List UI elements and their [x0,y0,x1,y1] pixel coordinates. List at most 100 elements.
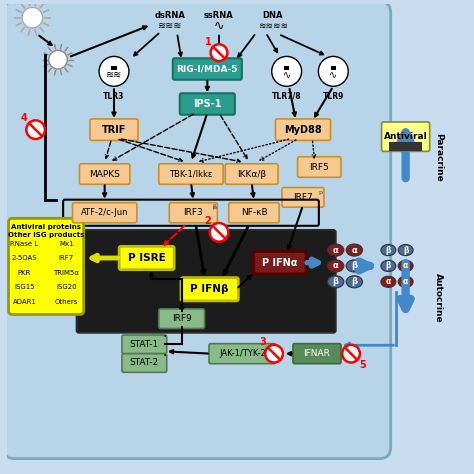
Text: Other ISG products: Other ISG products [8,232,84,237]
Text: IRF7: IRF7 [59,255,74,262]
Text: DNA: DNA [263,11,283,20]
FancyBboxPatch shape [73,203,137,223]
FancyBboxPatch shape [282,188,324,207]
Text: α: α [403,277,408,286]
Text: IRF5: IRF5 [310,163,329,172]
Text: ssRNA: ssRNA [204,11,234,20]
FancyBboxPatch shape [169,203,218,223]
Text: β: β [386,246,391,255]
Circle shape [22,8,43,28]
FancyBboxPatch shape [275,119,330,140]
Text: 2-5OAS: 2-5OAS [11,255,37,262]
Text: ATF-2/c-Jun: ATF-2/c-Jun [81,208,128,217]
Text: β: β [333,277,338,286]
Text: 4: 4 [20,113,27,123]
Text: β: β [351,277,357,286]
Text: ∿: ∿ [214,19,224,33]
FancyBboxPatch shape [209,344,276,364]
Circle shape [319,56,348,86]
Text: α: α [386,277,391,286]
Text: dsRNA: dsRNA [155,11,185,20]
Text: PKR: PKR [18,270,31,276]
FancyBboxPatch shape [225,164,278,184]
Text: TRIF: TRIF [102,125,126,135]
Text: IRF7: IRF7 [293,193,313,202]
FancyBboxPatch shape [159,164,223,184]
Text: P IFNα: P IFNα [262,258,297,268]
Circle shape [99,56,129,86]
FancyBboxPatch shape [293,344,341,364]
Text: ISG15: ISG15 [14,284,35,291]
Text: TRIM5α: TRIM5α [54,270,80,276]
Text: β: β [386,262,391,271]
Circle shape [210,44,228,61]
Text: MyD88: MyD88 [284,125,322,135]
Text: P IFNβ: P IFNβ [191,284,229,294]
Text: IKKα/β: IKKα/β [237,170,266,179]
Ellipse shape [381,276,396,287]
FancyBboxPatch shape [229,203,279,223]
Text: 3: 3 [259,337,266,347]
Circle shape [49,50,67,69]
Circle shape [342,345,360,363]
FancyBboxPatch shape [9,219,84,314]
Text: ≋≋≋: ≋≋≋ [158,21,182,31]
Text: α: α [333,246,338,255]
Ellipse shape [346,260,363,272]
Text: ADAR1: ADAR1 [12,299,36,305]
Circle shape [272,56,301,86]
Text: TBK-1/Ikkε: TBK-1/Ikkε [169,170,213,179]
Text: TLR7/8: TLR7/8 [272,92,301,101]
Text: α: α [403,262,408,271]
FancyBboxPatch shape [90,119,138,140]
Ellipse shape [328,244,344,256]
Ellipse shape [328,260,344,272]
Ellipse shape [398,245,413,255]
Ellipse shape [398,260,413,272]
Text: 5: 5 [359,360,365,370]
Text: 2: 2 [204,216,211,226]
Text: ISG20: ISG20 [56,284,77,291]
FancyBboxPatch shape [159,309,204,328]
Text: JAK-1/TYK-2: JAK-1/TYK-2 [219,349,266,358]
Text: MAPKS: MAPKS [89,170,120,179]
FancyBboxPatch shape [298,157,341,177]
Bar [111,66,117,71]
Text: TLR9: TLR9 [323,92,344,101]
Text: Autocrine: Autocrine [434,273,443,322]
FancyBboxPatch shape [119,246,174,270]
Text: IRF3: IRF3 [183,208,203,217]
FancyBboxPatch shape [382,122,429,151]
Text: ≋≋≋≋: ≋≋≋≋ [258,22,288,31]
Text: ∿: ∿ [283,70,291,80]
Text: α: α [333,262,338,271]
Text: NF-κB: NF-κB [241,208,267,217]
FancyBboxPatch shape [181,278,238,301]
Text: Mx1: Mx1 [59,241,74,247]
FancyBboxPatch shape [77,230,336,333]
Ellipse shape [381,260,396,272]
FancyBboxPatch shape [122,335,167,354]
Ellipse shape [328,276,344,288]
Text: p: p [319,190,322,195]
Text: Paracrine: Paracrine [434,133,443,182]
Text: P ISRE: P ISRE [128,253,165,263]
Text: IPS-1: IPS-1 [193,99,221,109]
FancyBboxPatch shape [3,1,391,459]
Text: β: β [213,204,216,209]
Text: α: α [351,246,357,255]
Text: ·: · [162,349,166,363]
Text: IRF9: IRF9 [172,314,191,323]
Text: ·: · [162,330,166,344]
Text: TLR3: TLR3 [103,92,125,101]
Text: STAT-1: STAT-1 [130,340,159,349]
FancyBboxPatch shape [180,93,235,115]
Bar [389,142,422,151]
Text: Antiviral proteins: Antiviral proteins [11,224,82,230]
Text: p: p [212,205,216,210]
Text: ≋≋: ≋≋ [106,70,122,80]
FancyBboxPatch shape [122,354,167,372]
Text: IFNAR: IFNAR [303,349,330,358]
Text: RIG-I/MDA-5: RIG-I/MDA-5 [177,64,238,73]
Text: β: β [351,262,357,271]
